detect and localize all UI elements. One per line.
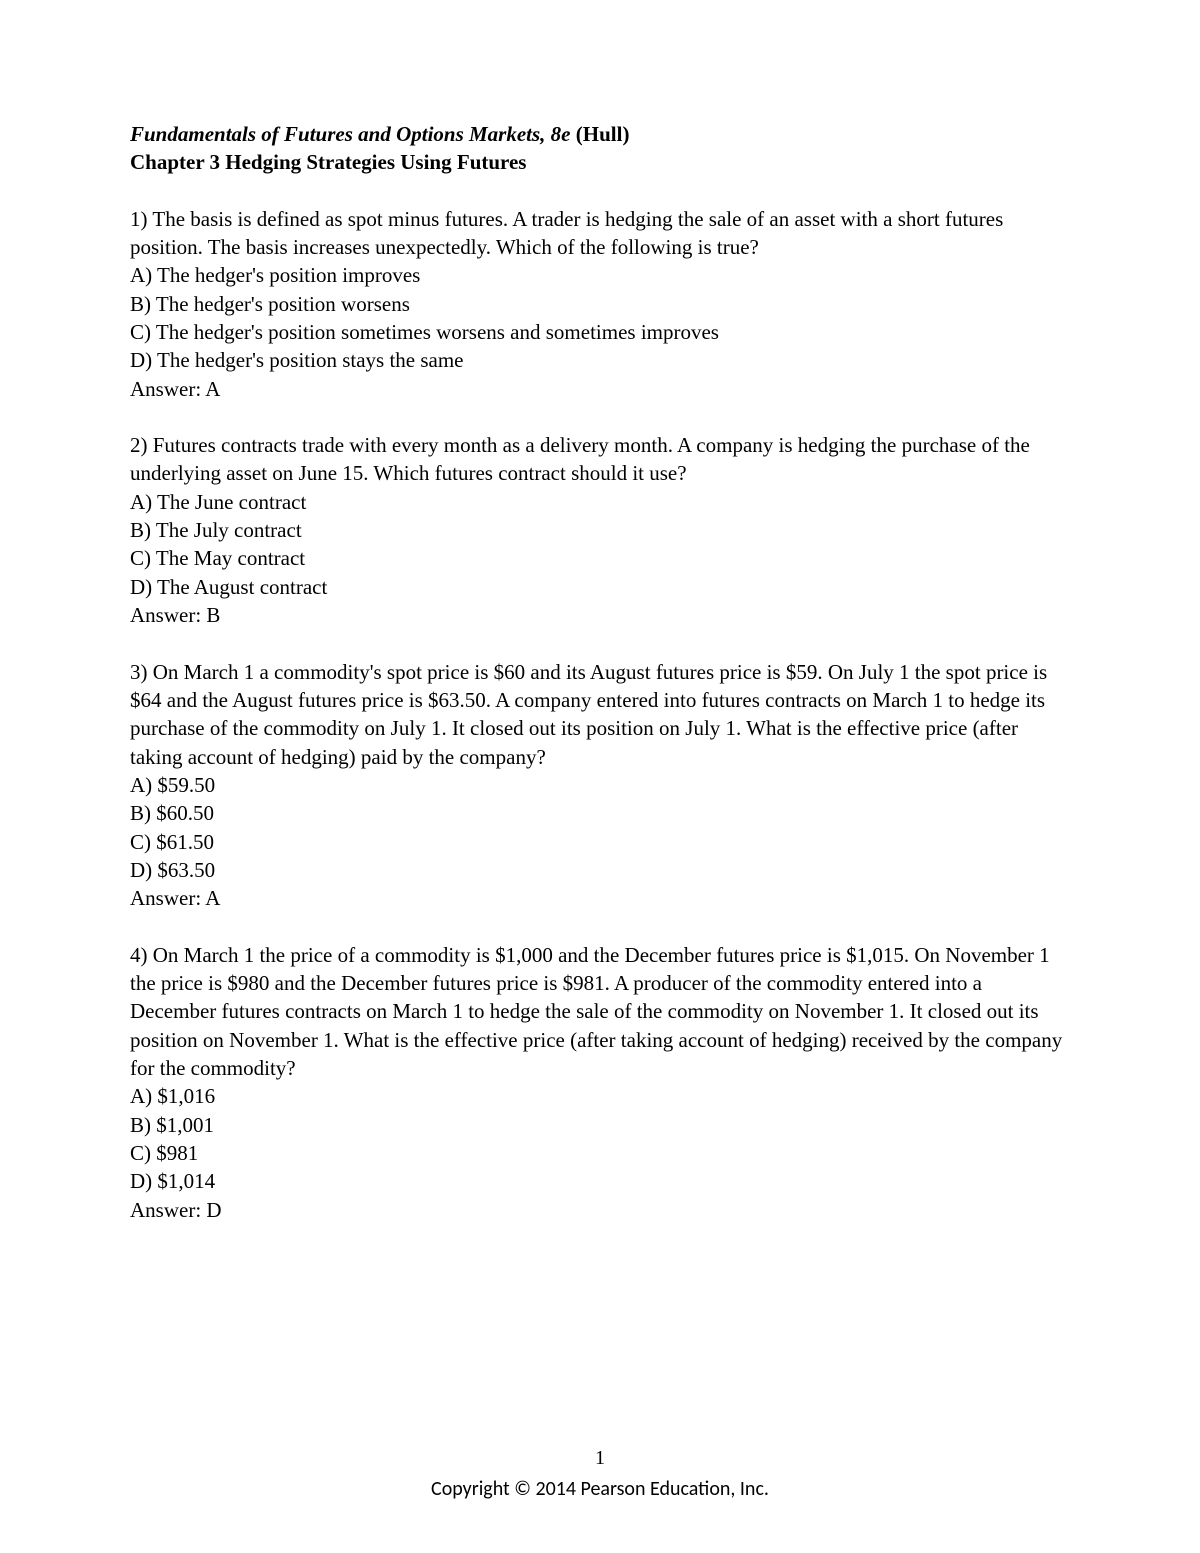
- page-footer: 1 Copyright © 2014 Pearson Education, In…: [0, 1445, 1200, 1503]
- option-a: A) $1,016: [130, 1082, 1070, 1110]
- title-line: Fundamentals of Futures and Options Mark…: [130, 120, 1070, 148]
- option-b: B) The July contract: [130, 516, 1070, 544]
- answer: Answer: B: [130, 601, 1070, 629]
- question-body: The basis is defined as spot minus futur…: [130, 207, 1003, 259]
- answer: Answer: A: [130, 884, 1070, 912]
- question-text: 4) On March 1 the price of a commodity i…: [130, 941, 1070, 1083]
- question-block-2: 2) Futures contracts trade with every mo…: [130, 431, 1070, 629]
- option-a: A) The hedger's position improves: [130, 261, 1070, 289]
- option-d: D) $1,014: [130, 1167, 1070, 1195]
- question-text: 1) The basis is defined as spot minus fu…: [130, 205, 1070, 262]
- chapter-title: Chapter 3 Hedging Strategies Using Futur…: [130, 148, 1070, 176]
- option-b: B) $1,001: [130, 1111, 1070, 1139]
- option-c: C) $981: [130, 1139, 1070, 1167]
- question-body: Futures contracts trade with every month…: [130, 433, 1030, 485]
- question-body: On March 1 the price of a commodity is $…: [130, 943, 1062, 1080]
- copyright-text: Copyright © 2014 Pearson Education, Inc.: [0, 1476, 1200, 1503]
- question-body: On March 1 a commodity's spot price is $…: [130, 660, 1047, 769]
- page-number: 1: [0, 1445, 1200, 1472]
- option-d: D) The August contract: [130, 573, 1070, 601]
- option-b: B) $60.50: [130, 799, 1070, 827]
- answer: Answer: A: [130, 375, 1070, 403]
- question-text: 3) On March 1 a commodity's spot price i…: [130, 658, 1070, 771]
- question-block-3: 3) On March 1 a commodity's spot price i…: [130, 658, 1070, 913]
- option-c: C) $61.50: [130, 828, 1070, 856]
- option-a: A) The June contract: [130, 488, 1070, 516]
- option-c: C) The hedger's position sometimes worse…: [130, 318, 1070, 346]
- question-number: 2): [130, 433, 148, 457]
- option-d: D) The hedger's position stays the same: [130, 346, 1070, 374]
- question-number: 4): [130, 943, 148, 967]
- option-c: C) The May contract: [130, 544, 1070, 572]
- question-number: 1): [130, 207, 148, 231]
- option-a: A) $59.50: [130, 771, 1070, 799]
- question-text: 2) Futures contracts trade with every mo…: [130, 431, 1070, 488]
- option-b: B) The hedger's position worsens: [130, 290, 1070, 318]
- document-header: Fundamentals of Futures and Options Mark…: [130, 120, 1070, 177]
- answer: Answer: D: [130, 1196, 1070, 1224]
- author-name: (Hull): [571, 122, 630, 146]
- question-block-4: 4) On March 1 the price of a commodity i…: [130, 941, 1070, 1224]
- option-d: D) $63.50: [130, 856, 1070, 884]
- question-number: 3): [130, 660, 148, 684]
- book-title: Fundamentals of Futures and Options Mark…: [130, 122, 571, 146]
- question-block-1: 1) The basis is defined as spot minus fu…: [130, 205, 1070, 403]
